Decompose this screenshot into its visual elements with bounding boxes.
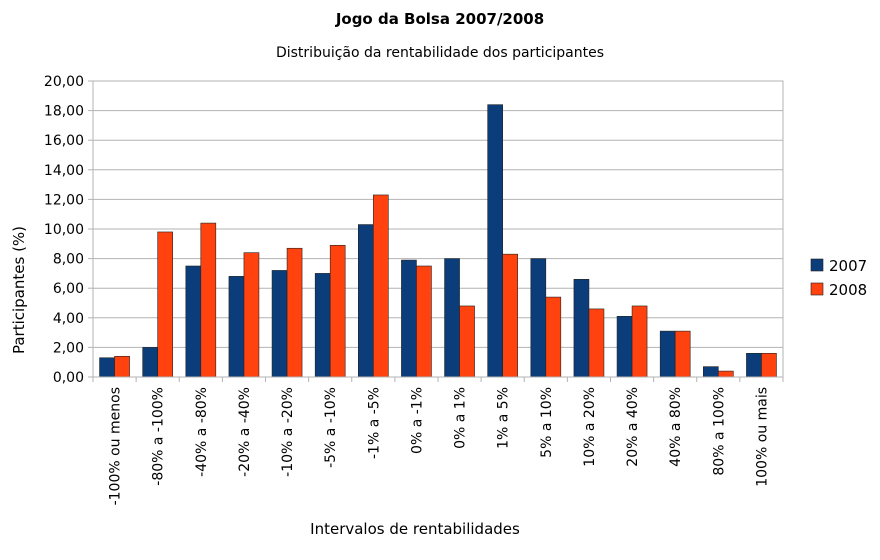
legend-label-2007: 2007 (829, 257, 867, 275)
y-tick-label: 16,00 (44, 133, 84, 149)
bar-2008-13 (674, 330, 691, 378)
y-tick-label: 4,00 (53, 311, 84, 327)
legend: 2007 2008 (810, 257, 867, 299)
x-tick-label: -10% a -20% (280, 387, 296, 477)
axes (88, 80, 784, 382)
y-tick-label: 20,00 (44, 74, 84, 90)
bar-2008-4 (286, 247, 303, 378)
x-tick-label: -80% a -100% (151, 387, 167, 486)
bar-2007-2 (185, 265, 202, 378)
y-axis-label: Participantes (%) (10, 226, 28, 354)
y-tick-label: 12,00 (44, 192, 84, 208)
y-tick-labels: 0,00 2,00 4,00 6,00 8,00 10,00 12,00 14,00 16,00… (44, 74, 84, 386)
legend-swatch-2007 (810, 258, 824, 272)
bar-2007-14 (703, 366, 719, 378)
y-tick-label: 18,00 (44, 104, 84, 120)
y-tick-label: 6,00 (53, 281, 84, 297)
x-tick-label: 10% a 20% (582, 387, 598, 467)
x-tick-label: 0% a 1% (453, 387, 469, 449)
bar-2008-9 (502, 253, 518, 378)
x-tick-label: -5% a -10% (323, 387, 339, 468)
bar-2008-5 (329, 244, 346, 378)
x-tick-label: 1% a 5% (496, 387, 512, 449)
bar-2008-15 (761, 353, 777, 378)
y-tick-label: 8,00 (53, 252, 84, 268)
bar-2007-3 (228, 276, 245, 378)
chart-subtitle: Distribuição da rentabilidade dos partic… (276, 45, 604, 61)
bar-2007-5 (314, 273, 331, 378)
y-tick-label: 14,00 (44, 163, 84, 179)
bar-2008-8 (459, 305, 475, 378)
bar-2008-11 (588, 308, 605, 378)
y-tick-label: 0,00 (53, 370, 84, 386)
x-tick-label: 80% a 100% (711, 387, 727, 476)
x-axis-label: Intervalos de rentabilidades (310, 520, 520, 538)
bar-2007-12 (616, 316, 633, 378)
bar-2007-4 (271, 270, 288, 378)
bar-2007-9 (487, 104, 503, 378)
bar-2007-0 (99, 357, 115, 378)
x-tick-label: -20% a -40% (237, 387, 253, 477)
bar-2008-0 (114, 355, 130, 378)
y-tick-label: 2,00 (53, 340, 84, 356)
y-tick-label: 10,00 (44, 222, 84, 238)
bar-2007-10 (530, 258, 547, 378)
bar-2007-7 (401, 259, 417, 378)
bar-2007-6 (358, 224, 374, 378)
legend-swatch-2008 (810, 282, 824, 296)
bar-2007-11 (573, 279, 590, 378)
x-tick-labels: -100% ou menos -80% a -100% -40% a -80% -20… (108, 387, 771, 505)
bar-2008-14 (718, 370, 734, 378)
legend-label-2008: 2008 (829, 281, 867, 299)
x-tick-label: -100% ou menos (108, 387, 124, 505)
bar-2007-8 (444, 258, 460, 378)
bar-2008-10 (545, 296, 562, 378)
x-tick-label: 5% a 10% (539, 387, 555, 458)
x-tick-label: 100% ou mais (754, 387, 770, 487)
bars (99, 104, 777, 378)
x-tick-label: 0% a -1% (409, 387, 425, 454)
x-tick-label: 40% a 80% (668, 387, 684, 467)
bar-2008-6 (373, 194, 389, 378)
bar-2008-12 (631, 305, 648, 378)
x-tick-label: -1% a -5% (366, 387, 382, 459)
bar-2007-1 (142, 347, 158, 378)
bar-2008-1 (157, 231, 173, 378)
chart-title: Jogo da Bolsa 2007/2008 (335, 10, 544, 28)
bar-2008-7 (416, 265, 432, 378)
bar-2008-3 (243, 252, 260, 378)
bar-2007-15 (746, 353, 762, 378)
bar-2007-13 (659, 330, 676, 378)
x-tick-label: 20% a 40% (625, 387, 641, 467)
x-tick-label: -40% a -80% (194, 387, 210, 477)
bar-2008-2 (200, 222, 217, 378)
